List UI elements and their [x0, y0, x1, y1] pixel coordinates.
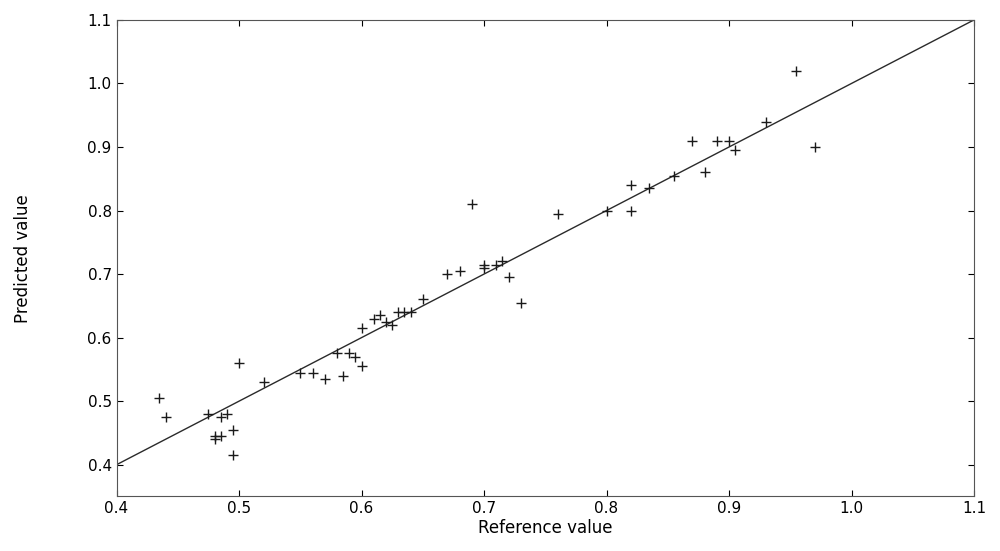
Point — [488, 260, 504, 269]
Point — [335, 371, 351, 380]
Point — [666, 171, 682, 180]
Point — [225, 425, 241, 434]
Point — [207, 431, 223, 440]
Point — [384, 321, 400, 329]
Point — [709, 136, 725, 145]
Point — [415, 295, 431, 304]
Y-axis label: Predicted value: Predicted value — [14, 194, 32, 322]
Point — [599, 206, 615, 215]
Point — [721, 136, 737, 145]
Point — [347, 352, 363, 361]
Point — [390, 308, 406, 317]
Point — [697, 168, 713, 177]
Point — [464, 200, 480, 209]
Point — [501, 273, 517, 282]
Point — [403, 308, 419, 317]
Point — [354, 362, 370, 371]
Point — [550, 209, 566, 218]
Point — [372, 311, 388, 320]
Point — [452, 267, 468, 276]
Point — [439, 269, 455, 278]
Point — [213, 413, 229, 422]
Point — [151, 393, 167, 402]
Point — [213, 431, 229, 440]
Point — [200, 409, 216, 418]
Point — [366, 314, 382, 323]
Point — [219, 409, 235, 418]
Point — [788, 66, 804, 75]
Point — [476, 263, 492, 272]
Point — [758, 117, 774, 126]
Point — [807, 143, 823, 152]
Point — [225, 451, 241, 460]
Point — [641, 184, 657, 193]
Point — [494, 257, 510, 266]
Point — [158, 413, 174, 422]
X-axis label: Reference value: Reference value — [478, 519, 613, 537]
Point — [354, 323, 370, 332]
Point — [727, 146, 743, 155]
Point — [476, 260, 492, 269]
Point — [329, 349, 345, 358]
Point — [231, 359, 247, 368]
Point — [256, 377, 272, 386]
Point — [305, 368, 321, 377]
Point — [207, 435, 223, 444]
Point — [341, 349, 357, 358]
Point — [396, 308, 412, 317]
Point — [513, 298, 529, 307]
Point — [292, 368, 308, 377]
Point — [623, 206, 639, 215]
Point — [317, 375, 333, 383]
Point — [623, 181, 639, 190]
Point — [684, 136, 700, 145]
Point — [378, 317, 394, 326]
